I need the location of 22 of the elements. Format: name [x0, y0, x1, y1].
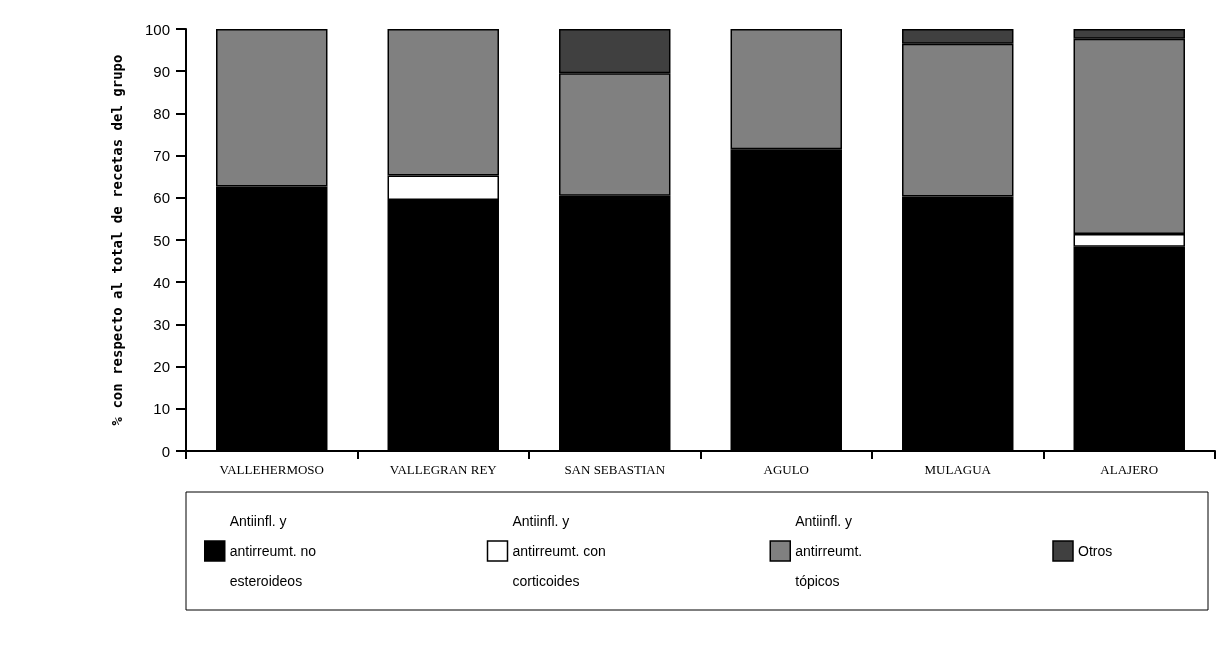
x-tick-label: AGULO — [763, 462, 809, 477]
y-tick-label: 20 — [153, 358, 170, 376]
y-tick-label: 30 — [153, 315, 170, 333]
y-tick-label: 0 — [161, 442, 170, 460]
y-tick-label: 60 — [153, 189, 170, 207]
y-tick-label: 70 — [153, 147, 170, 165]
x-tick-label: VALLEGRAN REY — [389, 462, 498, 477]
legend-label: Antiinfl. y antirreumt. tópicos — [795, 513, 867, 589]
x-tick-label: SAN SEBASTIAN — [564, 462, 666, 477]
y-axis-title: % con respecto al total de recetas del grupo — [109, 54, 125, 426]
legend-label: Otros — [1078, 543, 1113, 559]
x-tick-label: VALLEHERMOSO — [219, 462, 324, 477]
x-tick-label: ALAJERO — [1100, 462, 1159, 477]
y-tick-label: 40 — [153, 273, 170, 291]
y-tick-label: 50 — [153, 231, 170, 249]
y-tick-label: 10 — [153, 400, 170, 418]
legend-label: Antiinfl. y antirreumt. no esteroideos — [229, 513, 321, 589]
y-tick-label: 90 — [153, 62, 170, 80]
legend-label: Antiinfl. y antirreumt. con corticoides — [512, 513, 610, 589]
x-tick-label: MULAGUA — [924, 462, 992, 477]
y-tick-label: 100 — [144, 20, 170, 38]
y-tick-label: 80 — [153, 104, 170, 122]
